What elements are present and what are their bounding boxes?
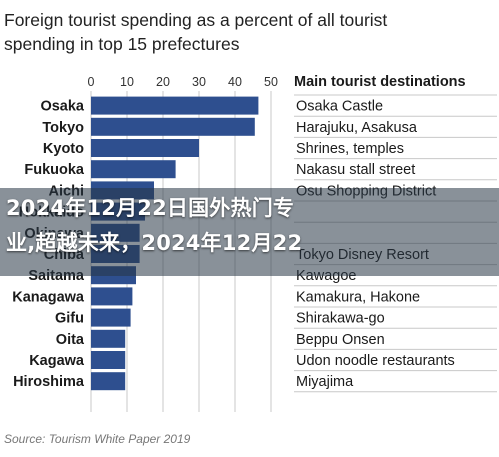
destination-label: Udon noodle restaurants <box>296 353 455 369</box>
x-tick-label: 50 <box>264 75 278 89</box>
category-label: Tokyo <box>42 120 84 136</box>
watermark-overlay-text: 2024年12月22日国外热门专 业,超越未来，2024年12月22 <box>6 191 496 261</box>
chart-title: Foreign tourist spending as a percent of… <box>4 10 387 54</box>
category-label: Oita <box>56 332 85 348</box>
chart-title-line-2: spending in top 15 prefectures <box>4 34 240 54</box>
category-label: Fukuoka <box>24 162 85 178</box>
watermark-overlay-band <box>0 188 499 276</box>
category-label: Gifu <box>55 311 84 327</box>
bar-gifu <box>91 308 131 327</box>
destination-label: Kamakura, Hakone <box>296 289 420 305</box>
destinations-header: Main tourist destinations <box>294 74 466 90</box>
x-tick-label: 40 <box>228 75 242 89</box>
x-tick-label: 0 <box>88 75 95 89</box>
x-tick-label: 20 <box>156 75 170 89</box>
x-tick-label: 30 <box>192 75 206 89</box>
chart-title-line-1: Foreign tourist spending as a percent of… <box>4 10 387 30</box>
category-label: Osaka <box>40 99 84 115</box>
destination-label: Nakasu stall street <box>296 162 415 178</box>
destination-label: Miyajima <box>296 374 354 390</box>
bar-fukuoka <box>91 160 176 179</box>
bar-kyoto <box>91 139 199 157</box>
category-label: Kyoto <box>43 141 84 157</box>
x-tick-label: 10 <box>120 75 134 89</box>
source-note: Source: Tourism White Paper 2019 <box>4 432 191 446</box>
bar-kagawa <box>91 351 126 369</box>
bar-osaka <box>91 96 259 115</box>
destination-label: Shirakawa-go <box>296 311 385 327</box>
destination-label: Osaka Castle <box>296 99 383 115</box>
bar-hiroshima <box>91 372 126 391</box>
bar-tokyo <box>91 117 255 136</box>
destination-label: Shrines, temples <box>296 141 404 157</box>
bar-oita <box>91 329 126 348</box>
x-axis-ticks: 0 10 20 30 40 50 <box>88 75 278 89</box>
category-label: Kanagawa <box>12 289 85 305</box>
watermark-line-1: 2024年12月22日国外热门专 <box>6 196 295 220</box>
watermark-line-2: 业,超越未来，2024年12月22 <box>6 231 303 255</box>
destination-label: Harajuku, Asakusa <box>296 120 418 136</box>
category-label: Hiroshima <box>13 374 85 390</box>
category-label: Kagawa <box>29 353 85 369</box>
bar-kanagawa <box>91 287 133 306</box>
destination-label: Beppu Onsen <box>296 332 385 348</box>
